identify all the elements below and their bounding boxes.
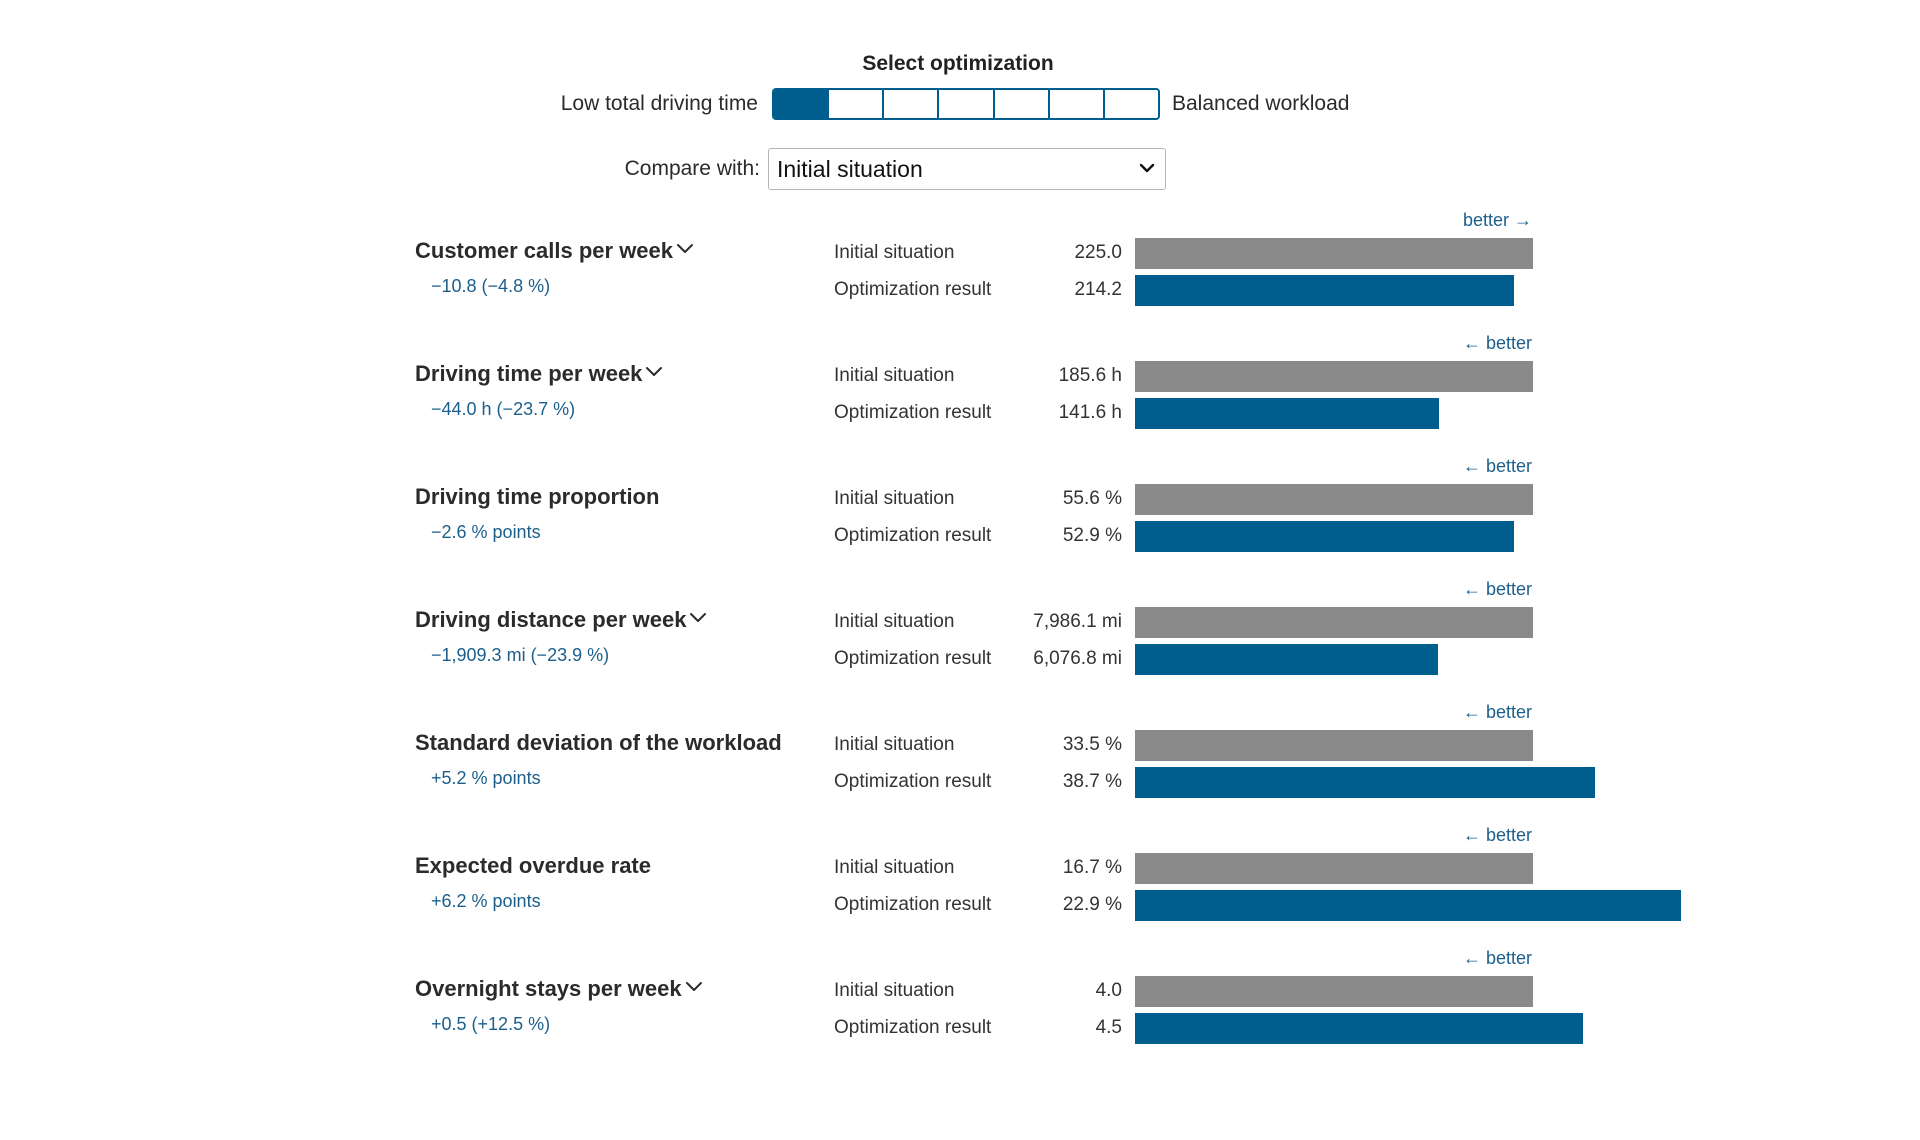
better-direction-hint: ← better — [1462, 333, 1532, 353]
metric-title[interactable]: Customer calls per week — [415, 238, 694, 264]
optimization-slider-row: Low total driving time Balanced workload — [0, 88, 1920, 124]
chevron-down-icon — [646, 367, 663, 376]
initial-situation-label: Initial situation — [834, 980, 955, 1001]
better-direction-hint: better → — [1462, 210, 1532, 230]
compare-with-selected-value: Initial situation — [777, 156, 923, 182]
better-direction-hint: ← better — [1462, 456, 1532, 476]
metric-title: Expected overdue rate — [415, 853, 651, 879]
better-direction-hint: ← better — [1462, 948, 1532, 968]
metric-block: ← better Expected overdue rate +6.2 % poin… — [0, 823, 1920, 923]
better-direction-hint: ← better — [1462, 579, 1532, 599]
initial-situation-bar — [1135, 607, 1533, 638]
better-direction-hint: ← better — [1462, 702, 1532, 722]
initial-situation-label: Initial situation — [834, 242, 955, 263]
optimization-result-label: Optimization result — [834, 771, 992, 792]
optimization-result-label: Optimization result — [834, 402, 992, 423]
initial-situation-label: Initial situation — [834, 488, 955, 509]
initial-situation-label: Initial situation — [834, 365, 955, 386]
compare-row: Compare with: Initial situation — [0, 148, 1920, 192]
initial-situation-value: 4.0 — [1095, 980, 1122, 1001]
slider-right-label: Balanced workload — [1172, 92, 1350, 115]
metric-delta: −10.8 (−4.8 %) — [431, 276, 551, 296]
slider-segment[interactable] — [882, 90, 938, 118]
select-optimization-title-text: Select optimization — [862, 52, 1054, 75]
metric-title[interactable]: Overnight stays per week — [415, 976, 703, 1002]
slider-segment[interactable] — [992, 90, 1048, 118]
slider-segment[interactable] — [1102, 90, 1158, 118]
initial-situation-bar — [1135, 730, 1533, 761]
optimization-result-bar — [1135, 890, 1681, 921]
initial-situation-label: Initial situation — [834, 857, 955, 878]
initial-situation-value: 7,986.1 mi — [1033, 611, 1122, 632]
metric-delta: +5.2 % points — [431, 768, 541, 788]
optimization-result-value: 6,076.8 mi — [1033, 648, 1122, 669]
metric-block: ← better Driving distance per week −1,909.… — [0, 577, 1920, 677]
initial-situation-label: Initial situation — [834, 734, 955, 755]
slider-segment[interactable] — [1047, 90, 1103, 118]
optimization-result-value: 38.7 % — [1062, 771, 1122, 792]
metric-title-text: Standard deviation of the workload — [415, 730, 782, 755]
metric-title: Driving time proportion — [415, 484, 659, 510]
chevron-down-icon — [677, 244, 694, 253]
metric-title-text: Driving time per week — [415, 361, 643, 386]
initial-situation-bar — [1135, 361, 1533, 392]
optimization-result-value: 52.9 % — [1062, 525, 1122, 546]
metric-title-text: Driving time proportion — [415, 484, 660, 509]
metric-block: ← better Standard deviation of the worklo… — [0, 700, 1920, 800]
initial-situation-value: 16.7 % — [1062, 857, 1122, 878]
slider-segment[interactable] — [774, 90, 828, 118]
compare-with-select[interactable]: Initial situation — [768, 148, 1166, 190]
metric-delta: +6.2 % points — [431, 891, 541, 911]
initial-situation-bar — [1135, 238, 1533, 269]
metric-title[interactable]: Driving distance per week — [415, 607, 707, 633]
chevron-down-icon — [685, 982, 702, 991]
optimization-result-bar — [1135, 521, 1514, 552]
optimization-result-label: Optimization result — [834, 525, 992, 546]
optimization-result-bar — [1135, 767, 1595, 798]
initial-situation-value: 225.0 — [1074, 242, 1122, 263]
metric-delta: −44.0 h (−23.7 %) — [431, 399, 576, 419]
optimization-result-value: 141.6 h — [1058, 402, 1122, 423]
chevron-down-icon — [1139, 163, 1155, 173]
optimization-result-bar — [1135, 1013, 1583, 1044]
optimization-result-label: Optimization result — [834, 648, 992, 669]
initial-situation-value: 55.6 % — [1062, 488, 1122, 509]
optimization-result-bar — [1135, 644, 1438, 675]
metric-title[interactable]: Driving time per week — [415, 361, 663, 387]
chevron-down-icon — [690, 613, 707, 622]
initial-situation-bar — [1135, 853, 1533, 884]
metric-block: ← better Driving time per week −44.0 h (−2… — [0, 331, 1920, 431]
initial-situation-value: 33.5 % — [1062, 734, 1122, 755]
metric-block: ← better Driving time proportion −2.6 % po… — [0, 454, 1920, 554]
optimization-result-label: Optimization result — [834, 279, 992, 300]
slider-left-label: Low total driving time — [560, 92, 758, 115]
metric-title-text: Expected overdue rate — [415, 853, 651, 878]
optimization-result-bar — [1135, 398, 1439, 429]
optimization-result-value: 214.2 — [1074, 279, 1122, 300]
slider-segment[interactable] — [827, 90, 883, 118]
metric-block: better → Customer calls per week −10.8 (−4… — [0, 208, 1920, 308]
optimization-result-bar — [1135, 275, 1514, 306]
initial-situation-bar — [1135, 976, 1533, 1007]
initial-situation-label: Initial situation — [834, 611, 955, 632]
optimization-result-value: 4.5 — [1095, 1017, 1122, 1038]
better-direction-hint: ← better — [1462, 825, 1532, 845]
metric-title: Standard deviation of the workload — [415, 730, 782, 756]
optimization-result-value: 22.9 % — [1062, 894, 1122, 915]
optimization-result-label: Optimization result — [834, 1017, 992, 1038]
optimization-slider[interactable] — [772, 88, 1160, 120]
metric-title-text: Driving distance per week — [415, 607, 687, 632]
optimization-result-label: Optimization result — [834, 894, 992, 915]
initial-situation-bar — [1135, 484, 1533, 515]
metric-delta: −1,909.3 mi (−23.9 %) — [431, 645, 610, 665]
metric-delta: −2.6 % points — [431, 522, 541, 542]
metric-title-text: Overnight stays per week — [415, 976, 682, 1001]
metric-block: ← better Overnight stays per week +0.5 (+1… — [0, 946, 1920, 1046]
metric-delta: +0.5 (+12.5 %) — [431, 1014, 551, 1034]
slider-segment[interactable] — [937, 90, 993, 118]
initial-situation-value: 185.6 h — [1058, 365, 1122, 386]
select-optimization-title: Select optimization — [0, 52, 1920, 76]
compare-with-label: Compare with: — [624, 157, 760, 180]
metric-title-text: Customer calls per week — [415, 238, 674, 263]
